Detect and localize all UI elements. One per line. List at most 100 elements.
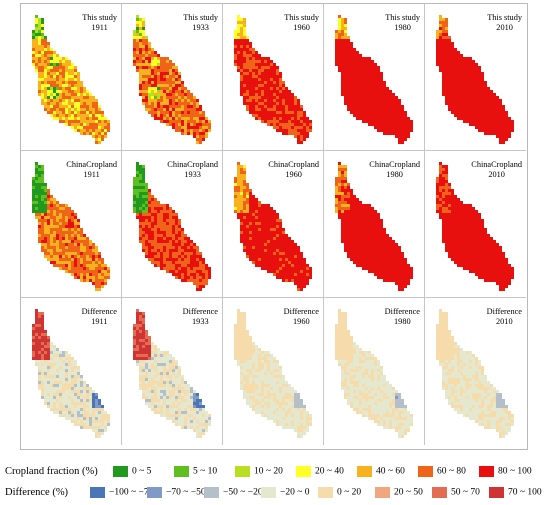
cropland-legend-item: 80 ~ 100 [479,466,532,480]
cropland-legend-item: 5 ~ 10 [174,466,217,480]
difference-legend-item: −50 ~ −20 [204,487,263,501]
panel-caption-year: 1960 [293,317,310,326]
cropland-legend-item: 40 ~ 60 [357,466,405,480]
panel-caption-year: 1980 [394,23,411,32]
cropland-legend-label: 80 ~ 100 [498,466,532,477]
panel-caption: This study 2010 [487,13,522,33]
difference-legend-item: −20 ~ 0 [261,487,310,501]
panel-caption-year: 2010 [488,170,505,179]
panel-caption-source: ChinaCropland [471,160,522,169]
panel-caption-year: 1911 [83,170,100,179]
panel-caption: Difference 1960 [284,307,319,327]
region-map [234,309,312,438]
cropland-legend-swatch [479,466,494,478]
map-panel: This study 1980 [324,4,425,151]
difference-legend-label: −20 ~ 0 [280,487,310,498]
cropland-legend-title: Cropland fraction (%) [5,466,98,477]
difference-legend-item: 70 ~ 100 [489,487,542,501]
panel-caption-year: 1980 [394,317,411,326]
panel-caption-year: 1911 [91,23,108,32]
panel-caption-year: 1980 [386,170,403,179]
map-panel: ChinaCropland 1933 [122,151,223,298]
difference-legend-label: 0 ~ 20 [337,487,362,498]
region-map [32,309,110,438]
difference-legend-swatch [318,487,333,499]
region-map [133,162,211,291]
region-map [436,15,514,144]
panel-caption-year: 2010 [496,23,513,32]
map-panel: This study 1960 [223,4,324,151]
region-map [234,162,312,291]
difference-legend-item: 50 ~ 70 [432,487,480,501]
panel-caption-year: 1933 [192,317,209,326]
panel-caption: ChinaCropland 2010 [471,160,522,180]
cropland-legend-swatch [113,466,128,478]
difference-legend-swatch [261,487,276,499]
difference-legend-label: −50 ~ −20 [223,487,263,498]
panel-caption-year: 1933 [192,23,209,32]
region-map [335,309,413,438]
panel-caption: Difference 1911 [82,307,117,327]
cropland-legend-item: 60 ~ 80 [418,466,466,480]
cropland-legend-item: 0 ~ 5 [113,466,151,480]
panel-caption-source: This study [183,13,218,22]
panel-caption-source: Difference [384,307,420,316]
difference-legend-label: 20 ~ 50 [394,487,423,498]
map-panel: ChinaCropland 1911 [21,151,122,298]
panel-caption-source: ChinaCropland [268,160,319,169]
difference-legend-item: 0 ~ 20 [318,487,361,501]
panel-caption: This study 1980 [385,13,420,33]
panel-caption-year: 1933 [184,170,201,179]
panel-caption: Difference 1933 [183,307,218,327]
cropland-legend-swatch [235,466,250,478]
region-map [32,162,110,291]
difference-legend-swatch [375,487,390,499]
cropland-legend-label: 10 ~ 20 [254,466,283,477]
panel-caption: Difference 2010 [487,307,522,327]
map-panel: This study 1933 [122,4,223,151]
difference-legend-label: −70 ~ −50 [166,487,206,498]
difference-legend-swatch [432,487,447,499]
region-map [335,15,413,144]
map-panel: This study 2010 [425,4,526,151]
panel-caption-source: This study [385,13,420,22]
difference-legend-item: 20 ~ 50 [375,487,423,501]
difference-legend-title: Difference (%) [5,487,69,498]
cropland-legend-swatch [357,466,372,478]
panel-caption-year: 1960 [285,170,302,179]
panel-caption-source: Difference [486,307,522,316]
cropland-legend-swatch [418,466,433,478]
region-map [234,15,312,144]
panel-caption-source: Difference [182,307,218,316]
cropland-legend-swatch [296,466,311,478]
region-map [133,15,211,144]
cropland-legend-label: 40 ~ 60 [376,466,405,477]
map-panel-grid: This study 1911 This study 1933 This study 19… [20,3,528,450]
panel-caption-year: 1960 [293,23,310,32]
map-panel: ChinaCropland 2010 [425,151,526,298]
panel-caption: This study 1933 [183,13,218,33]
panel-caption-source: This study [487,13,522,22]
difference-legend-label: −100 ~ −70 [109,487,154,498]
panel-caption-source: Difference [81,307,117,316]
cropland-legend-item: 10 ~ 20 [235,466,283,480]
region-map [436,309,514,438]
panel-caption: ChinaCropland 1980 [369,160,420,180]
difference-legend-swatch [489,487,504,499]
panel-caption-source: ChinaCropland [66,160,117,169]
panel-caption-year: 1911 [91,317,108,326]
panel-caption-year: 2010 [496,317,513,326]
cropland-legend-label: 60 ~ 80 [437,466,466,477]
difference-legend-swatch [90,487,105,499]
cropland-legend-label: 5 ~ 10 [193,466,218,477]
panel-caption: This study 1960 [284,13,319,33]
panel-caption: Difference 1980 [385,307,420,327]
panel-caption-source: This study [284,13,319,22]
difference-legend-label: 70 ~ 100 [508,487,542,498]
region-map [32,15,110,144]
panel-caption: ChinaCropland 1911 [66,160,117,180]
difference-legend-item: −100 ~ −70 [90,487,153,501]
map-panel: ChinaCropland 1960 [223,151,324,298]
map-panel: Difference 2010 [425,298,526,445]
map-panel: ChinaCropland 1980 [324,151,425,298]
